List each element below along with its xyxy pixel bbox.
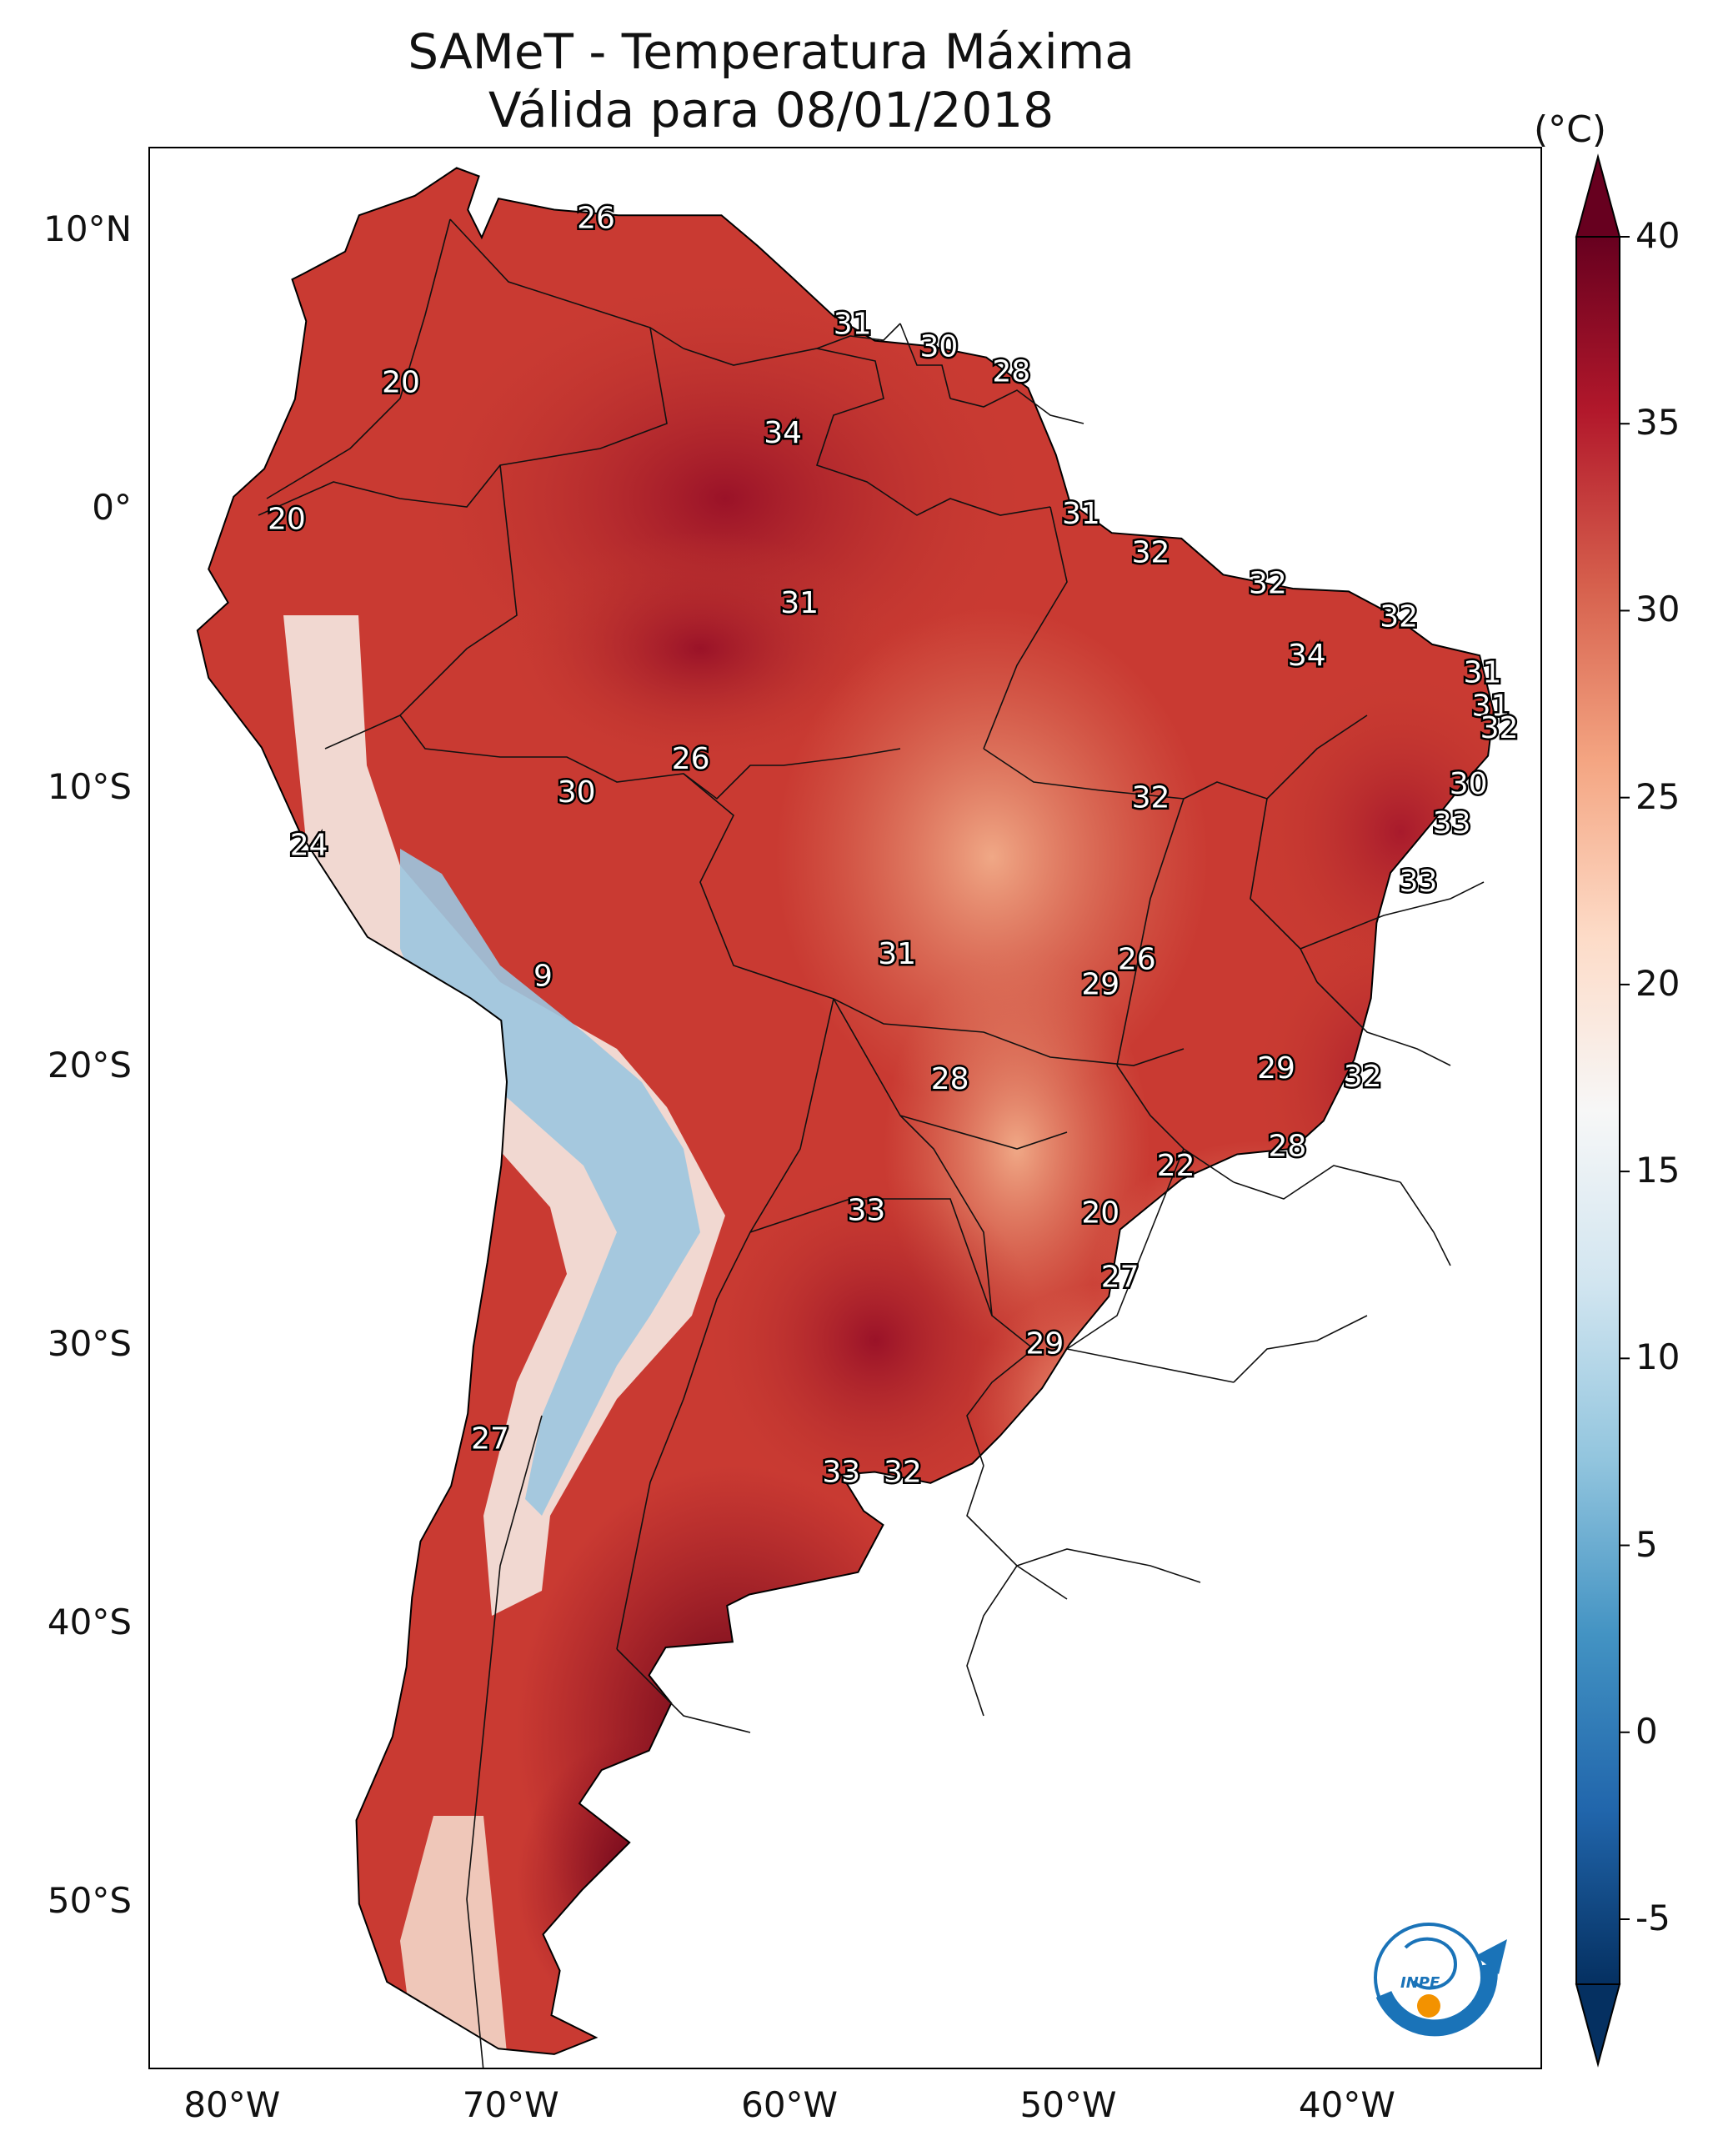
value-label: 33	[847, 1193, 885, 1227]
latitude-tick-label: 10°N	[43, 208, 132, 250]
value-label: 32	[1344, 1060, 1382, 1094]
longitude-tick-label: 80°W	[183, 2084, 281, 2125]
colorbar-tick-label: 30	[1635, 589, 1680, 630]
value-label: 28	[1268, 1129, 1306, 1163]
colorbar-unit-label: (°C)	[1534, 108, 1607, 151]
value-label: 27	[1101, 1261, 1139, 1295]
value-label: 30	[558, 775, 596, 810]
inpe-logo-text: INPE	[1400, 1974, 1440, 1992]
colorbar-tick-label: 5	[1635, 1523, 1658, 1565]
map-area[interactable]: 26 31 30 28 20 34 20 31 32 32 31 32 34 31 31 32 26 30 30 32…	[148, 147, 1542, 2069]
value-label: 32	[884, 1456, 922, 1490]
colorbar-tick-label: -5	[1635, 1898, 1670, 1938]
value-label: 28	[992, 354, 1030, 389]
value-label: 30	[919, 329, 958, 364]
colorbar-extend-min	[1575, 1983, 1621, 2068]
value-label: 9	[533, 960, 553, 994]
colorbar-body	[1575, 236, 1620, 1985]
colorbar-tick-label: 0	[1635, 1710, 1658, 1752]
value-label: 28	[931, 1062, 969, 1096]
latitude-tick-label: 10°S	[47, 765, 132, 807]
value-label: 20	[382, 366, 420, 400]
value-label: 29	[1081, 968, 1119, 1002]
value-label: 31	[834, 308, 872, 342]
colorbar-extend-max	[1575, 153, 1621, 238]
map-title-line2: Válida para 08/01/2018	[488, 82, 1054, 138]
latitude-tick-label: 40°S	[47, 1602, 132, 1643]
value-label: 24	[290, 829, 328, 863]
value-label: 34	[1288, 639, 1326, 673]
value-label: 31	[878, 937, 916, 971]
latitude-tick-label: 30°S	[47, 1323, 132, 1365]
latitude-tick-label: 20°S	[47, 1044, 132, 1086]
value-label: 30	[1450, 767, 1488, 801]
value-label: 31	[780, 586, 819, 620]
value-label: 26	[1118, 943, 1156, 977]
value-label: 31	[1463, 655, 1501, 689]
latitude-tick-label: 50°S	[47, 1880, 132, 1922]
value-label: 32	[1132, 536, 1170, 570]
longitude-tick-label: 50°W	[1019, 2084, 1117, 2125]
colorbar-tick-label: 15	[1635, 1150, 1680, 1191]
longitude-tick-label: 40°W	[1298, 2084, 1395, 2125]
value-label: 20	[1081, 1196, 1119, 1231]
value-label: 29	[1025, 1327, 1064, 1361]
value-label: 32	[1480, 711, 1519, 745]
value-label: 31	[1062, 497, 1100, 531]
value-label: 27	[471, 1421, 509, 1456]
value-label: 32	[1380, 600, 1418, 634]
value-label: 20	[268, 503, 306, 537]
inpe-logo: INPE	[1374, 1923, 1507, 2037]
value-label: 33	[1433, 806, 1471, 840]
colorbar-tick-label: 40	[1635, 215, 1680, 256]
coastline	[196, 167, 1495, 2055]
colorbar-tick-label: 20	[1635, 962, 1680, 1004]
value-label: 32	[1249, 566, 1287, 600]
value-label: 34	[764, 416, 802, 450]
longitude-tick-label: 60°W	[741, 2084, 839, 2125]
value-label: 22	[1157, 1149, 1195, 1183]
value-label: 33	[1400, 865, 1438, 899]
country-borders	[258, 218, 1485, 2068]
value-label: 31	[1472, 689, 1510, 723]
longitude-tick-label: 70°W	[462, 2084, 559, 2125]
value-label: 29	[1257, 1051, 1295, 1086]
colorbar-tick-label: 35	[1635, 402, 1680, 444]
map-title-line1: SAMeT - Temperatura Máxima	[408, 23, 1134, 80]
colorbar-tick-label: 25	[1635, 775, 1680, 817]
value-label: 32	[1132, 781, 1170, 815]
value-label: 33	[822, 1456, 860, 1490]
latitude-tick-label: 0°	[92, 487, 132, 529]
value-label: 26	[672, 742, 710, 776]
colorbar-tick-label: 10	[1635, 1336, 1680, 1378]
value-label: 26	[577, 202, 615, 236]
